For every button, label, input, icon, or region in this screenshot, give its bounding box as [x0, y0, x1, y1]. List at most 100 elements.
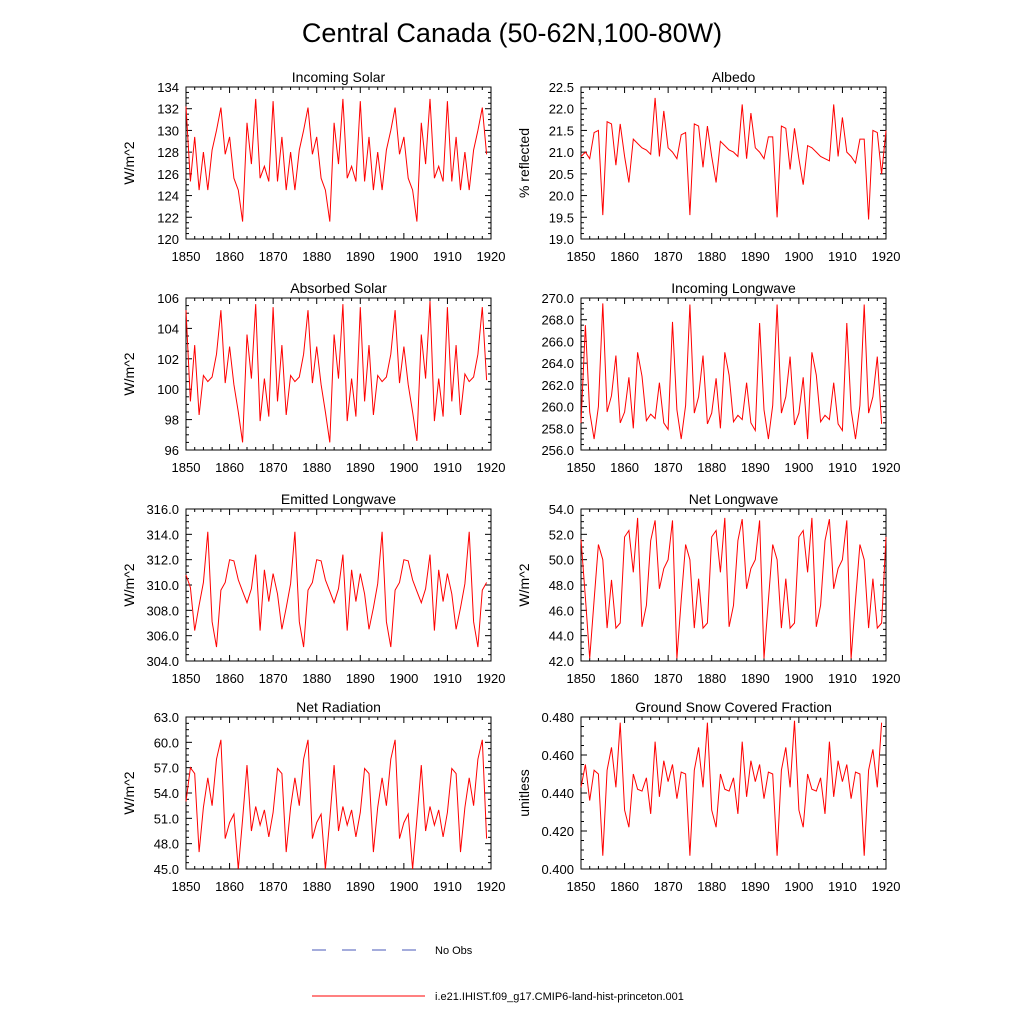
y-tick-label: 45.0 [154, 862, 179, 877]
y-tick-label: 314.0 [146, 527, 179, 542]
x-tick-label: 1870 [259, 671, 288, 686]
panel-title: Ground Snow Covered Fraction [635, 699, 832, 715]
x-tick-label: 1860 [610, 879, 639, 894]
panel-title: Incoming Solar [292, 69, 386, 85]
y-tick-label: 134 [157, 80, 179, 95]
panel-net-longwave: Net Longwave W/m^2 1850 1860 1870 1880 1890 190… [516, 491, 900, 686]
x-tick-label: 1900 [784, 879, 813, 894]
y-tick-label: 258.0 [541, 421, 574, 436]
x-tick-label: 1850 [172, 671, 201, 686]
x-tick-label: 1900 [389, 879, 418, 894]
y-axis-label: % reflected [516, 128, 532, 198]
x-tick-label: 1860 [610, 671, 639, 686]
x-tick-label: 1880 [302, 879, 331, 894]
x-tick-label: 1910 [828, 879, 857, 894]
x-tick-label: 1910 [828, 249, 857, 264]
panel-net-radiation: Net Radiation W/m^2 1850 1860 1870 1880 1890 19… [121, 699, 505, 894]
x-tick-label: 1850 [172, 249, 201, 264]
x-tick-label: 1870 [654, 460, 683, 475]
y-tick-label: 21.0 [549, 145, 574, 160]
y-tick-label: 46.0 [549, 603, 574, 618]
x-tick-label: 1920 [477, 249, 506, 264]
series-line-emitted-longwave [185, 531, 488, 648]
x-tick-label: 1900 [389, 460, 418, 475]
x-tick-label: 1850 [567, 249, 596, 264]
x-tick-label: 1890 [741, 249, 770, 264]
x-tick-label: 1920 [477, 671, 506, 686]
y-tick-label: 0.440 [541, 786, 574, 801]
x-tick-label: 1920 [872, 460, 901, 475]
y-tick-label: 256.0 [541, 443, 574, 458]
y-tick-label: 0.460 [541, 748, 574, 763]
x-tick-label: 1880 [697, 879, 726, 894]
x-tick-label: 1860 [610, 460, 639, 475]
series-line-albedo [580, 97, 887, 220]
y-tick-label: 132 [157, 102, 179, 117]
y-tick-label: 50.0 [549, 553, 574, 568]
y-tick-label: 0.400 [541, 862, 574, 877]
x-tick-label: 1910 [433, 879, 462, 894]
y-tick-label: 124 [157, 189, 179, 204]
y-tick-label: 304.0 [146, 654, 179, 669]
x-tick-label: 1910 [433, 671, 462, 686]
series-line-absorbed-solar [185, 300, 488, 443]
y-tick-label: 48.0 [154, 837, 179, 852]
series-line-ground-snow-covered-fraction [580, 720, 883, 856]
x-tick-label: 1920 [872, 249, 901, 264]
panel-title: Net Radiation [296, 699, 381, 715]
plot-frame [580, 716, 887, 870]
x-tick-label: 1860 [215, 249, 244, 264]
y-tick-label: 48.0 [549, 578, 574, 593]
x-tick-label: 1900 [784, 671, 813, 686]
plot-frame [185, 716, 492, 870]
y-tick-label: 22.5 [549, 80, 574, 95]
x-tick-label: 1900 [784, 249, 813, 264]
x-tick-label: 1900 [389, 671, 418, 686]
x-tick-label: 1910 [433, 249, 462, 264]
y-tick-label: 60.0 [154, 735, 179, 750]
x-tick-label: 1910 [828, 460, 857, 475]
x-tick-label: 1920 [872, 879, 901, 894]
panels-container: Incoming Solar W/m^2 1850 1860 1870 1880 1890 1… [121, 69, 900, 894]
x-tick-label: 1920 [477, 460, 506, 475]
x-tick-label: 1860 [215, 879, 244, 894]
y-tick-label: 22.0 [549, 102, 574, 117]
y-tick-label: 264.0 [541, 356, 574, 371]
series-line-incoming-solar [185, 98, 488, 222]
plot-frame [580, 86, 887, 240]
y-tick-label: 268.0 [541, 313, 574, 328]
panel-ground-snow-covered-fraction: Ground Snow Covered Fraction unitless 1850… [516, 699, 900, 894]
y-axis-label: W/m^2 [121, 141, 137, 184]
x-tick-label: 1850 [567, 460, 596, 475]
y-tick-label: 96 [165, 443, 179, 458]
x-tick-label: 1870 [654, 671, 683, 686]
legend: No Obs i.e21.IHIST.f09_g17.CMIP6-land-hi… [312, 945, 684, 1003]
x-tick-label: 1890 [346, 249, 375, 264]
y-tick-label: 42.0 [549, 654, 574, 669]
series-line-incoming-longwave [580, 303, 883, 440]
y-tick-label: 19.5 [549, 210, 574, 225]
y-tick-label: 260.0 [541, 400, 574, 415]
y-tick-label: 128 [157, 145, 179, 160]
x-tick-label: 1920 [872, 671, 901, 686]
x-tick-label: 1890 [741, 460, 770, 475]
panel-title: Absorbed Solar [290, 280, 387, 296]
panel-title: Emitted Longwave [281, 491, 396, 507]
y-axis-label: W/m^2 [121, 563, 137, 606]
y-tick-label: 54.0 [549, 502, 574, 517]
x-tick-label: 1900 [389, 249, 418, 264]
panel-incoming-longwave: Incoming Longwave 1850 1860 1870 1880 1890 190… [541, 280, 900, 475]
y-tick-label: 308.0 [146, 603, 179, 618]
legend-obs-label: No Obs [435, 945, 473, 957]
y-tick-label: 122 [157, 210, 179, 225]
y-tick-label: 266.0 [541, 334, 574, 349]
x-tick-label: 1890 [741, 879, 770, 894]
x-tick-label: 1880 [697, 249, 726, 264]
y-tick-label: 312.0 [146, 553, 179, 568]
x-tick-label: 1850 [567, 879, 596, 894]
x-tick-label: 1870 [654, 879, 683, 894]
x-tick-label: 1870 [259, 879, 288, 894]
x-tick-label: 1850 [172, 879, 201, 894]
panel-title: Net Longwave [689, 491, 779, 507]
x-tick-label: 1910 [433, 460, 462, 475]
